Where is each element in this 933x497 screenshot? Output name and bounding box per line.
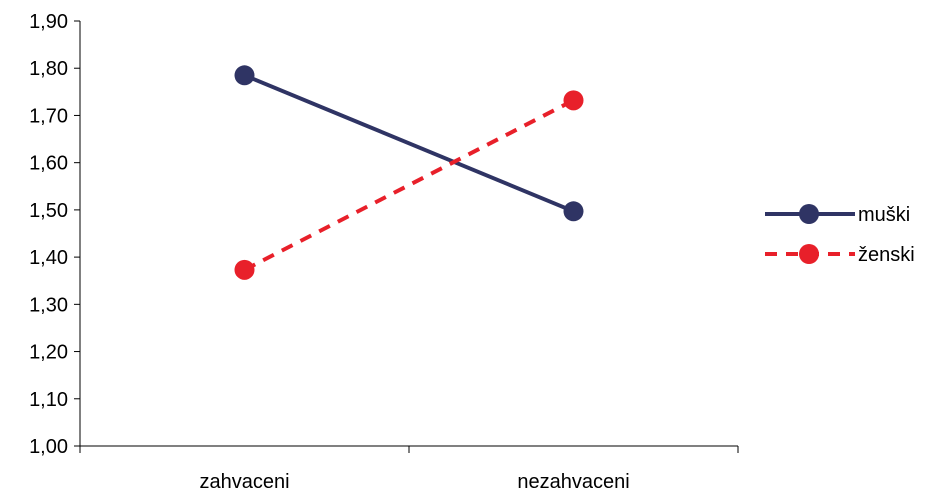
y-tick-label: 1,30 — [29, 294, 68, 316]
y-tick-label: 1,10 — [29, 389, 68, 411]
legend-label: muški — [858, 204, 910, 226]
series-2 — [234, 90, 584, 280]
y-tick-label: 1,40 — [29, 247, 68, 269]
data-point — [563, 201, 584, 222]
legend-marker — [799, 244, 819, 264]
legend-marker — [799, 204, 819, 224]
x-axis-ticks: zahvaceni nezahvaceni — [79, 446, 739, 493]
legend: muški ženski — [765, 204, 915, 266]
legend-item-1: muški — [765, 204, 910, 226]
y-tick-label: 1,00 — [29, 436, 68, 458]
data-point — [563, 90, 584, 111]
y-tick-label: 1,90 — [29, 11, 68, 33]
series-layer — [234, 65, 584, 280]
x-category-label: nezahvaceni — [517, 471, 629, 493]
data-point — [234, 65, 255, 86]
y-tick-label: 1,20 — [29, 342, 68, 364]
chart-axes — [79, 21, 738, 447]
y-tick-label: 1,60 — [29, 153, 68, 175]
legend-label: ženski — [858, 244, 915, 266]
series-line-segment — [243, 98, 575, 272]
series-line-segment — [243, 73, 575, 214]
series-1 — [234, 65, 584, 222]
y-tick-label: 1,80 — [29, 58, 68, 80]
data-point — [234, 259, 255, 280]
x-category-label: zahvaceni — [199, 471, 289, 493]
y-tick-label: 1,50 — [29, 200, 68, 222]
legend-item-2: ženski — [765, 244, 915, 266]
y-tick-label: 1,70 — [29, 105, 68, 127]
y-axis-ticks: 1,00 1,10 1,20 1,30 1,40 1,50 1,60 1,70 1,80 1,90 — [29, 11, 80, 458]
